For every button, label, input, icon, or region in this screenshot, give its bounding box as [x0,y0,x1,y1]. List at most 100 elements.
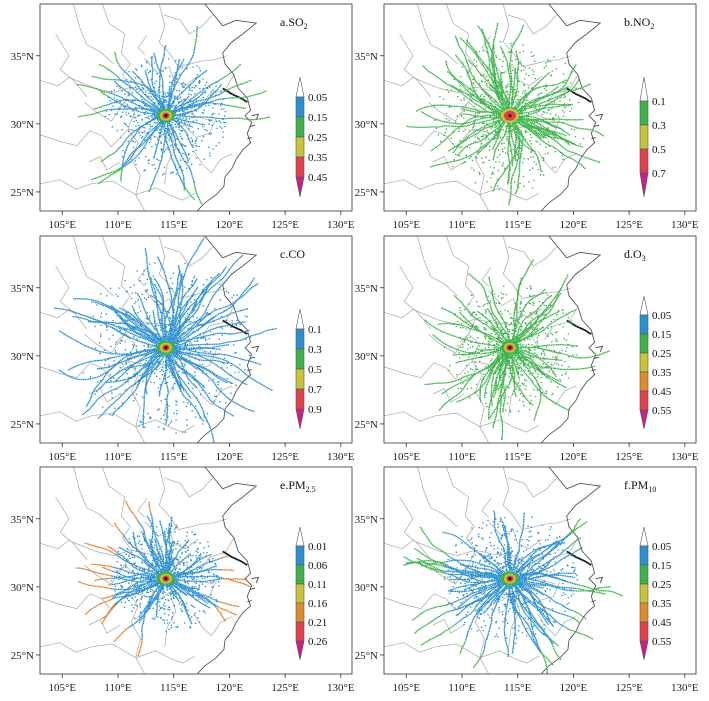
island [247,600,252,603]
colorbar-label: 0.35 [652,367,672,379]
colorbar-segment [639,564,649,585]
province-boundary [384,411,540,433]
x-tick-label: 110°E [104,682,131,694]
province-boundary [384,642,540,664]
colorbar-segment [639,124,649,150]
province-boundary [55,33,88,97]
x-tick-label: 115°E [504,451,531,463]
x-tick-label: 120°E [216,451,244,463]
colorbar-label: 0.26 [308,636,328,648]
y-tick-label: 35°N [11,51,34,63]
province-boundary [88,619,121,634]
colorbar-cap-bottom [295,408,305,430]
province-boundary [88,388,121,403]
panel-title: b.NO2 [624,15,654,31]
x-tick-label: 115°E [504,682,531,694]
colorbar-segment [295,116,305,138]
y-tick-label: 30°N [11,351,34,363]
x-tick-label: 105°E [48,451,76,463]
y-tick-label: 25°N [355,650,378,662]
island [591,369,596,372]
province-boundary [507,246,557,267]
province-boundary [432,619,465,634]
colorbar-segment [295,368,305,390]
island [251,576,260,583]
colorbar-label: 0.25 [308,132,328,144]
x-tick-label: 105°E [392,682,420,694]
x-tick-label: 110°E [104,219,131,231]
colorbar-label: 0.7 [308,384,322,396]
province-boundary [481,498,492,518]
source-point [164,577,168,581]
colorbar-label: 0.1 [652,96,666,108]
colorbar-segment [639,583,649,604]
x-tick-label: 125°E [271,451,299,463]
colorbar-label: 0.25 [652,579,672,591]
colorbar-label: 0.05 [652,541,672,553]
province-boundary [193,150,232,174]
province-boundary [481,267,492,287]
province-boundary [544,526,579,571]
y-tick-label: 25°N [355,187,378,199]
colorbar-label: 0.15 [652,560,672,572]
trajectory-points [54,237,277,443]
y-tick-label: 35°N [355,514,378,526]
panel-title: c.CO [280,247,305,261]
trajectory-outer [76,25,270,205]
panel-1: 105°E 110°E 115°E 120°E 125°E 130°E 25°N 30°N 35… [11,3,355,231]
colorbar-label: 0.45 [308,172,328,184]
x-tick-label: 120°E [560,451,588,463]
panel-title-subscript: 3 [642,254,646,263]
province-boundary [432,156,465,171]
panel-title-subscript: 2 [304,22,308,31]
colorbar-segment [295,545,305,566]
x-tick-label: 125°E [615,682,643,694]
province-boundary [88,156,121,171]
x-tick-label: 115°E [160,219,187,231]
y-tick-label: 30°N [11,582,34,594]
province-boundary [158,467,228,530]
island [249,587,256,591]
coastline [196,236,258,443]
y-tick-label: 30°N [355,351,378,363]
island [595,345,604,352]
province-boundary [73,236,114,297]
colorbar-cap-top [639,295,649,316]
colorbar-cap-top [295,308,305,330]
river-mouth [222,550,248,566]
colorbar-label: 0.21 [308,617,327,629]
x-tick-label: 120°E [560,682,588,694]
colorbar-label: 0.11 [308,579,327,591]
panel-frame [39,466,353,675]
colorbar-label: 0.45 [652,386,672,398]
colorbar-cap-top [639,526,649,547]
colorbar-label: 0.3 [308,344,322,356]
province-boundary [73,467,114,528]
panel-title-subscript: 2 [650,22,654,31]
x-tick-label: 110°E [448,451,475,463]
province-boundary [432,388,465,403]
province-boundary [428,101,469,122]
island [591,600,596,603]
province-boundary [137,35,148,55]
y-tick-label: 25°N [355,419,378,431]
province-boundary [537,150,576,174]
panel-3: 105°E 110°E 115°E 120°E 125°E 130°E 25°N 30°N 35… [11,235,355,463]
x-tick-label: 105°E [48,682,76,694]
province-boundary [164,129,177,184]
panel-title: e.PM2.5 [280,478,316,494]
x-tick-label: 120°E [560,219,588,231]
island [249,356,256,360]
province-boundary [40,642,196,664]
province-boundary [40,77,212,122]
province-boundary [502,4,572,67]
colorbar-segment [639,352,649,373]
source-point [164,114,168,118]
x-tick-label: 125°E [271,219,299,231]
colorbar-segment [639,621,649,642]
colorbar-label: 0.35 [308,152,328,164]
coastline [196,467,258,674]
colorbar: 0.05 0.15 0.25 0.35 0.45 [295,76,328,198]
colorbar-segment [639,333,649,354]
y-tick-label: 35°N [355,51,378,63]
